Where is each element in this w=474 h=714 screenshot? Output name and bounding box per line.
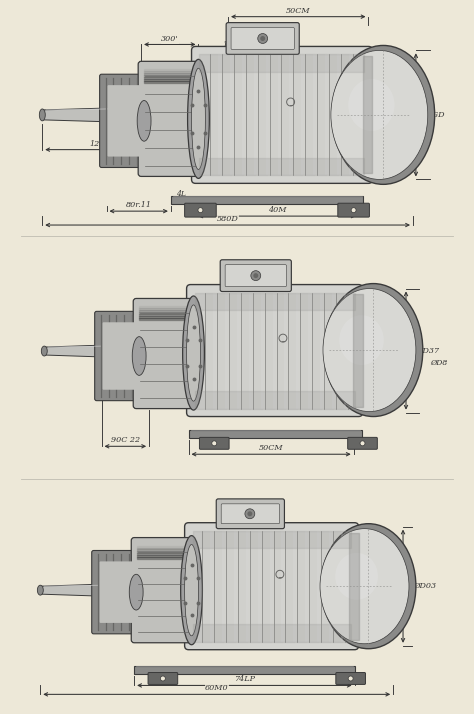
Ellipse shape	[191, 69, 205, 169]
Text: 4L: 4L	[176, 190, 186, 198]
Ellipse shape	[37, 585, 43, 595]
FancyBboxPatch shape	[131, 538, 194, 643]
FancyBboxPatch shape	[92, 550, 143, 634]
FancyBboxPatch shape	[184, 203, 216, 217]
Ellipse shape	[324, 283, 423, 416]
Ellipse shape	[339, 315, 384, 365]
Ellipse shape	[132, 337, 146, 376]
Polygon shape	[44, 345, 104, 357]
Polygon shape	[171, 196, 364, 204]
Ellipse shape	[187, 305, 201, 401]
FancyBboxPatch shape	[220, 260, 292, 291]
Ellipse shape	[260, 36, 265, 41]
FancyBboxPatch shape	[138, 61, 201, 176]
Polygon shape	[40, 584, 100, 596]
Ellipse shape	[331, 51, 428, 179]
FancyBboxPatch shape	[100, 74, 151, 168]
Text: 580D: 580D	[217, 215, 238, 223]
Text: VGD: VGD	[427, 111, 445, 119]
Text: ØD8: ØD8	[430, 359, 447, 367]
Ellipse shape	[198, 208, 203, 213]
Text: 80r.11: 80r.11	[126, 201, 152, 209]
Ellipse shape	[188, 59, 210, 178]
Ellipse shape	[182, 296, 204, 410]
Ellipse shape	[184, 545, 199, 635]
Text: 60M0: 60M0	[205, 685, 228, 693]
Ellipse shape	[348, 676, 353, 681]
FancyBboxPatch shape	[336, 673, 365, 685]
FancyBboxPatch shape	[108, 85, 143, 156]
Text: 300': 300'	[161, 36, 179, 44]
Text: 40M: 40M	[268, 206, 286, 214]
Polygon shape	[42, 108, 109, 122]
Ellipse shape	[245, 509, 255, 519]
FancyBboxPatch shape	[231, 28, 294, 49]
FancyBboxPatch shape	[338, 203, 369, 217]
FancyBboxPatch shape	[95, 311, 146, 401]
Ellipse shape	[348, 79, 394, 131]
Ellipse shape	[181, 536, 202, 645]
Ellipse shape	[137, 101, 151, 141]
Ellipse shape	[320, 528, 409, 644]
Text: 90C 22: 90C 22	[111, 436, 140, 444]
FancyBboxPatch shape	[148, 673, 178, 685]
Polygon shape	[134, 665, 355, 673]
FancyBboxPatch shape	[100, 561, 135, 623]
Text: 125.10": 125.10"	[90, 140, 121, 148]
Text: 50CM: 50CM	[259, 444, 283, 452]
FancyBboxPatch shape	[184, 523, 358, 650]
Ellipse shape	[251, 271, 261, 281]
Ellipse shape	[253, 273, 258, 278]
Ellipse shape	[39, 109, 46, 121]
Ellipse shape	[129, 574, 143, 610]
Ellipse shape	[212, 441, 217, 446]
Ellipse shape	[321, 523, 416, 649]
Text: ØD03: ØD03	[413, 582, 437, 590]
FancyBboxPatch shape	[191, 46, 373, 183]
Text: 74LP: 74LP	[234, 675, 255, 683]
FancyBboxPatch shape	[187, 285, 363, 416]
Polygon shape	[189, 431, 362, 438]
Ellipse shape	[160, 676, 165, 681]
FancyBboxPatch shape	[102, 322, 138, 390]
Ellipse shape	[258, 34, 268, 44]
Text: 50CM: 50CM	[286, 6, 310, 15]
Text: ØD37: ØD37	[416, 346, 439, 355]
Ellipse shape	[247, 511, 252, 516]
Ellipse shape	[351, 208, 356, 213]
FancyBboxPatch shape	[348, 438, 377, 449]
FancyBboxPatch shape	[133, 298, 197, 408]
Text: 120": 120"	[222, 41, 241, 49]
Ellipse shape	[323, 288, 416, 411]
Ellipse shape	[360, 441, 365, 446]
FancyBboxPatch shape	[221, 504, 280, 523]
Ellipse shape	[332, 46, 435, 184]
Ellipse shape	[335, 553, 378, 600]
FancyBboxPatch shape	[226, 23, 299, 54]
FancyBboxPatch shape	[216, 499, 284, 528]
FancyBboxPatch shape	[225, 265, 286, 286]
FancyBboxPatch shape	[200, 438, 229, 449]
Ellipse shape	[41, 346, 47, 356]
